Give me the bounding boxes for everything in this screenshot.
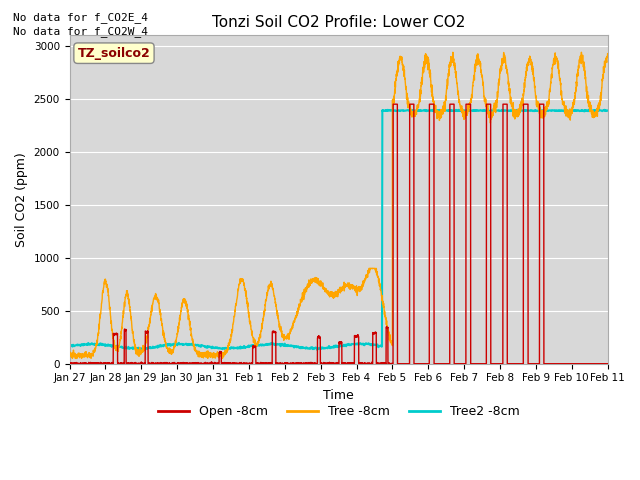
Text: No data for f_CO2W_4: No data for f_CO2W_4 — [13, 26, 148, 37]
Text: No data for f_CO2E_4: No data for f_CO2E_4 — [13, 12, 148, 23]
Y-axis label: Soil CO2 (ppm): Soil CO2 (ppm) — [15, 152, 28, 247]
Title: Tonzi Soil CO2 Profile: Lower CO2: Tonzi Soil CO2 Profile: Lower CO2 — [212, 15, 465, 30]
Legend: Open -8cm, Tree -8cm, Tree2 -8cm: Open -8cm, Tree -8cm, Tree2 -8cm — [152, 400, 525, 423]
Text: TZ_soilco2: TZ_soilco2 — [77, 47, 150, 60]
X-axis label: Time: Time — [323, 389, 354, 402]
